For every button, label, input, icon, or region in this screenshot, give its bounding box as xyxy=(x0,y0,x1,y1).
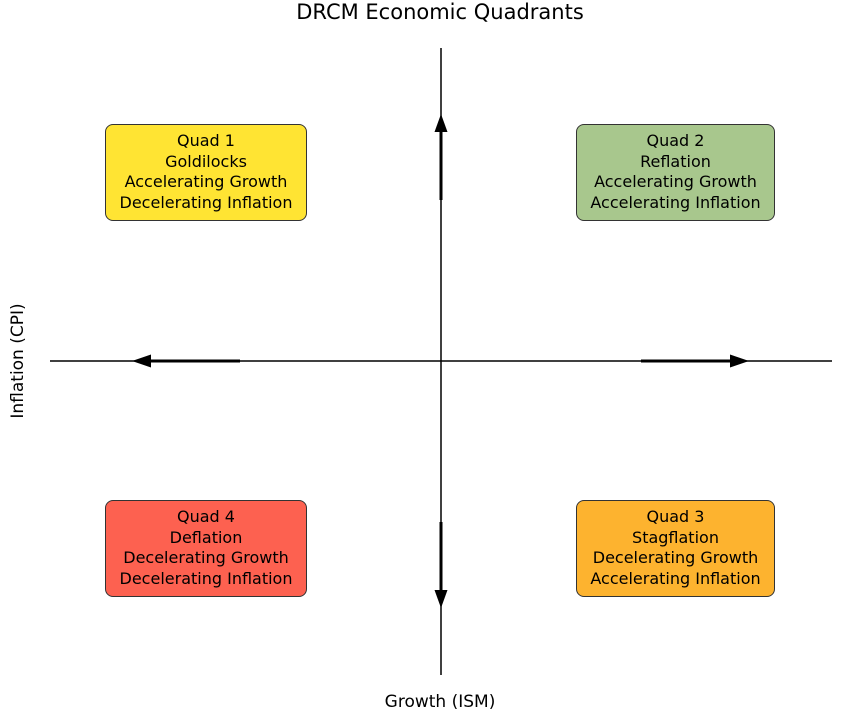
x-axis-label: Growth (ISM) xyxy=(384,692,496,712)
y-axis-label: Inflation (CPI) xyxy=(8,303,28,419)
quadrant-1-box: Quad 1 Goldilocks Accelerating Growth De… xyxy=(105,124,307,221)
quadrant-4-box: Quad 4 Deflation Decelerating Growth Dec… xyxy=(105,500,307,597)
quadrant-3-growth: Decelerating Growth xyxy=(592,548,759,568)
quadrant-1-name: Quad 1 xyxy=(177,131,235,150)
quadrant-2-growth: Accelerating Growth xyxy=(594,172,757,192)
quadrant-2-box: Quad 2 Reflation Accelerating Growth Acc… xyxy=(576,124,775,221)
quadrant-1-growth: Accelerating Growth xyxy=(124,172,288,192)
quadrant-4-growth: Decelerating Growth xyxy=(123,548,289,568)
quadrant-3-name: Quad 3 xyxy=(646,507,705,526)
quadrant-3-inflation: Accelerating Inflation xyxy=(590,568,761,588)
quadrant-1-inflation: Decelerating Inflation xyxy=(119,192,293,212)
quadrant-2-name: Quad 2 xyxy=(646,131,705,150)
quadrant-1-regime: Goldilocks xyxy=(165,151,247,171)
quadrant-3-box: Quad 3 Stagflation Decelerating Growth A… xyxy=(576,500,775,597)
arrow-right-icon xyxy=(641,354,749,368)
diagram-title: DRCM Economic Quadrants xyxy=(296,0,584,24)
quadrant-4-name: Quad 4 xyxy=(177,507,235,526)
quadrant-2-regime: Reflation xyxy=(640,151,711,171)
arrow-left-icon xyxy=(132,354,240,368)
quadrant-2-inflation: Accelerating Inflation xyxy=(590,192,761,212)
arrow-up-icon xyxy=(434,114,448,200)
quadrant-4-regime: Deflation xyxy=(169,527,243,547)
arrow-down-icon xyxy=(434,522,448,608)
quadrant-3-regime: Stagflation xyxy=(632,527,719,547)
quadrant-4-inflation: Decelerating Inflation xyxy=(119,568,293,588)
